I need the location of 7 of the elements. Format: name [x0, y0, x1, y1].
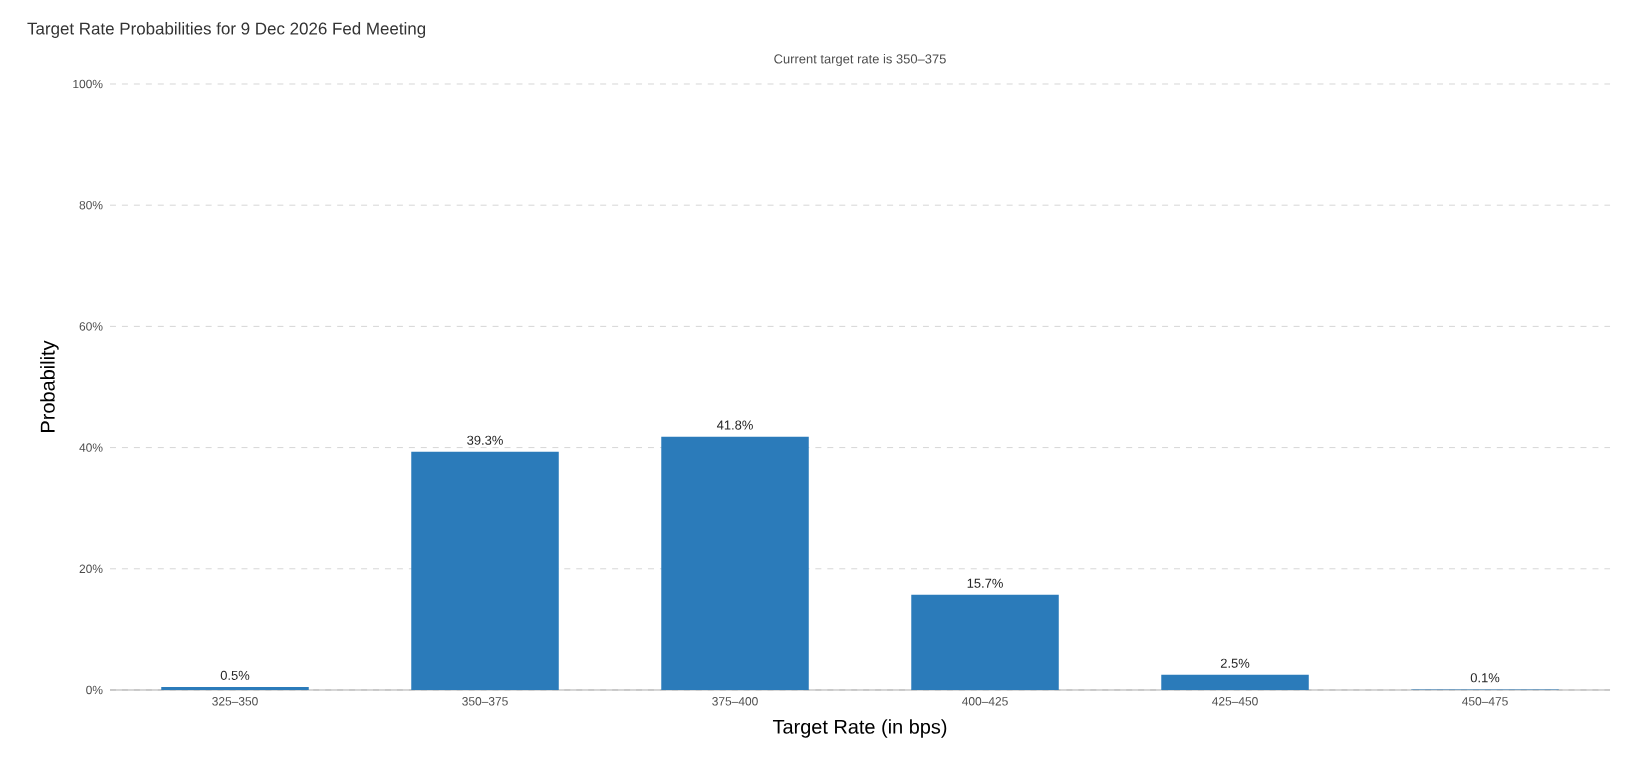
- bar: [411, 451, 559, 690]
- x-axis-title: Target Rate (in bps): [772, 719, 947, 738]
- bar: [661, 436, 809, 690]
- bar: [1161, 674, 1309, 690]
- bar: [911, 594, 1059, 690]
- y-axis-title: Probability: [40, 340, 59, 432]
- chart-title: Target Rate Probabilities for 9 Dec 2026 Fed Meeting: [27, 22, 426, 38]
